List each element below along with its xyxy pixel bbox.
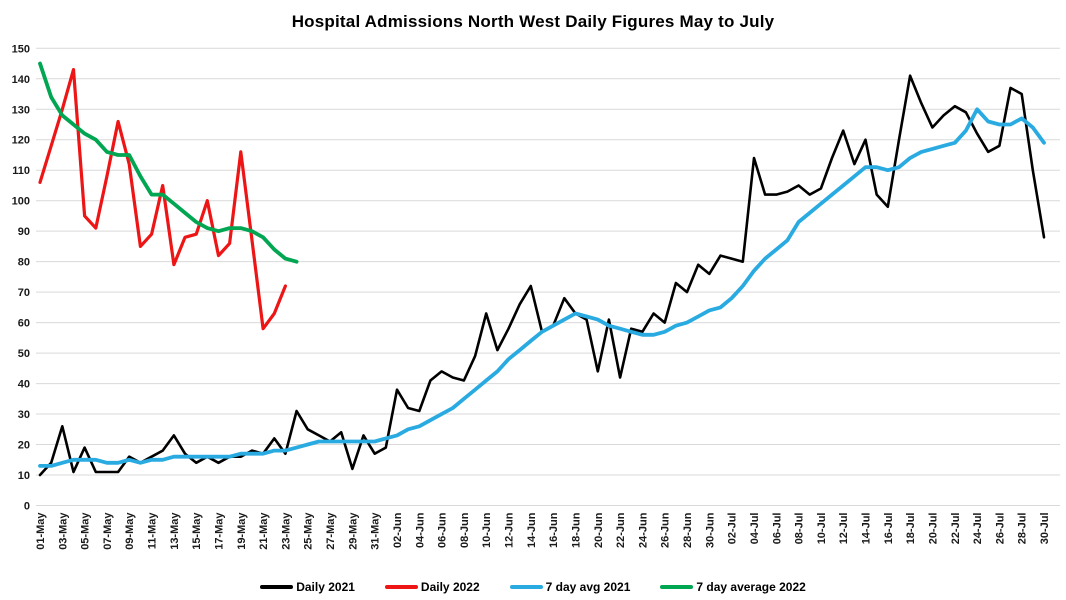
x-tick-label: 29-May <box>347 512 359 550</box>
legend-item-daily-2022: Daily 2022 <box>384 580 480 594</box>
y-tick-label: 0 <box>24 501 30 513</box>
y-tick-label: 120 <box>12 135 30 147</box>
y-tick-label: 110 <box>12 165 30 177</box>
legend-item-7-day-avg-2021: 7 day avg 2021 <box>509 580 631 594</box>
chart-title: Hospital Admissions North West Daily Fig… <box>291 12 775 31</box>
y-tick-label: 100 <box>12 196 30 208</box>
x-tick-label: 19-May <box>236 512 248 550</box>
x-tick-label: 12-Jun <box>504 512 516 548</box>
x-tick-label: 06-Jun <box>437 512 449 548</box>
x-tick-label: 06-Jul <box>771 513 783 545</box>
x-tick-label: 25-May <box>303 512 315 550</box>
y-tick-label: 90 <box>18 226 30 238</box>
x-tick-label: 04-Jun <box>414 512 426 548</box>
x-tick-label: 15-May <box>191 512 203 550</box>
series-line-daily-2022 <box>38 67 287 331</box>
x-tick-label: 30-Jul <box>1039 513 1051 545</box>
chart-legend: Daily 2021 Daily 2022 7 day avg 2021 7 day … <box>0 580 1066 594</box>
legend-label: 7 day average 2022 <box>696 580 806 594</box>
gridlines <box>36 47 1060 506</box>
x-tick-label: 09-May <box>124 512 136 550</box>
x-tick-label: 27-May <box>325 512 337 550</box>
x-tick-label: 26-Jun <box>660 512 672 548</box>
y-tick-label: 80 <box>18 257 30 269</box>
legend-label: 7 day avg 2021 <box>545 580 631 594</box>
y-tick-label: 130 <box>12 104 30 116</box>
x-tick-label: 28-Jun <box>682 512 694 548</box>
legend-line-swatch-icon <box>509 585 543 589</box>
x-tick-label: 22-Jul <box>950 513 962 545</box>
x-tick-label: 30-Jun <box>704 512 716 548</box>
y-tick-label: 50 <box>18 348 30 360</box>
x-tick-label: 10-Jul <box>816 513 828 545</box>
x-tick-label: 26-Jul <box>994 513 1006 545</box>
x-tick-label: 18-Jul <box>905 513 917 545</box>
series-line-daily-2021 <box>38 74 1046 477</box>
y-tick-label: 60 <box>18 318 30 330</box>
x-tick-label: 01-May <box>35 512 47 550</box>
x-tick-label: 04-Jul <box>749 513 761 545</box>
y-tick-label: 140 <box>12 74 30 86</box>
legend-line-swatch-icon <box>384 585 418 589</box>
y-tick-label: 150 <box>12 43 30 55</box>
x-tick-label: 20-Jul <box>927 513 939 545</box>
x-tick-label: 14-Jul <box>861 513 873 545</box>
x-tick-label: 24-Jul <box>972 513 984 545</box>
y-tick-label: 40 <box>18 379 30 391</box>
legend-label: Daily 2022 <box>420 580 480 594</box>
y-axis-labels: 0 10 20 30 40 50 60 70 80 90 100 110 120 130 140 150 <box>12 43 30 512</box>
x-tick-label: 02-Jun <box>392 512 404 548</box>
x-tick-label: 02-Jul <box>727 513 739 545</box>
legend-label: Daily 2021 <box>296 580 355 594</box>
x-tick-label: 22-Jun <box>615 512 627 548</box>
series-line-7-day-average-2022 <box>38 61 299 264</box>
x-tick-label: 14-Jun <box>526 512 538 548</box>
x-tick-label: 21-May <box>258 512 270 550</box>
x-tick-label: 16-Jul <box>883 513 895 545</box>
x-tick-label: 10-Jun <box>481 512 493 548</box>
y-tick-label: 30 <box>18 409 30 421</box>
x-tick-label: 05-May <box>80 512 92 550</box>
legend-line-swatch-icon <box>260 585 294 589</box>
x-tick-label: 31-May <box>370 512 382 550</box>
series-line-7-day-avg-2021 <box>38 107 1046 468</box>
x-tick-label: 07-May <box>102 512 114 550</box>
legend-item-7-day-average-2022: 7 day average 2022 <box>660 580 806 594</box>
y-tick-label: 70 <box>18 287 30 299</box>
x-tick-label: 20-Jun <box>593 512 605 548</box>
x-tick-label: 16-Jun <box>548 512 560 548</box>
legend-line-swatch-icon <box>660 585 694 589</box>
x-tick-label: 23-May <box>280 512 292 550</box>
x-tick-label: 24-Jun <box>637 512 649 548</box>
x-tick-label: 28-Jul <box>1017 513 1029 545</box>
legend-item-daily-2021: Daily 2021 <box>260 580 355 594</box>
x-tick-label: 03-May <box>57 512 69 550</box>
x-axis-labels: 01-May 03-May 05-May 07-May 09-May 11-May 13-M… <box>35 512 1051 550</box>
x-tick-label: 08-Jun <box>459 512 471 548</box>
x-tick-label: 08-Jul <box>794 513 806 545</box>
x-tick-label: 18-Jun <box>570 512 582 548</box>
y-tick-label: 20 <box>18 440 30 452</box>
x-tick-label: 17-May <box>213 512 225 550</box>
x-tick-label: 12-Jul <box>838 513 850 545</box>
y-tick-label: 10 <box>18 470 30 482</box>
x-tick-label: 11-May <box>147 512 159 550</box>
x-tick-label: 13-May <box>169 512 181 550</box>
